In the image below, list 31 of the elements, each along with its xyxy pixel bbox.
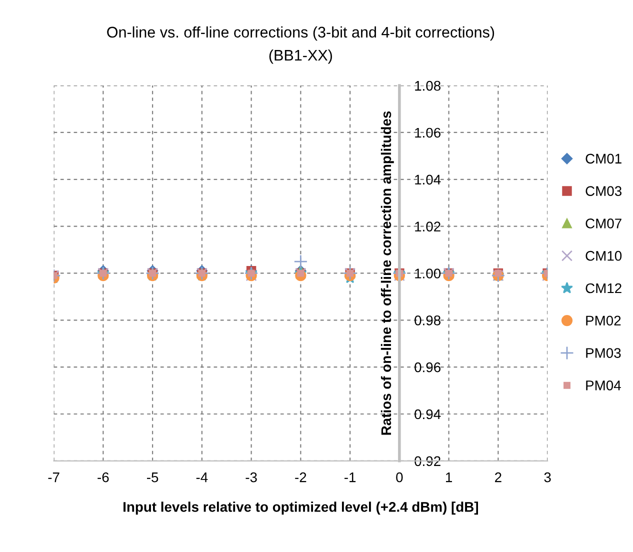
- y-tick-label: 1.02: [415, 222, 440, 232]
- x-tick-label: 0: [396, 472, 403, 482]
- legend-label: CM10: [586, 250, 622, 261]
- y-tick-label: 1.08: [415, 80, 440, 91]
- x-tick-label: 2: [495, 472, 502, 482]
- x-tick-label: -3: [246, 472, 257, 482]
- y-tick-label: 1.06: [415, 128, 440, 138]
- y-tick-label: 1.00: [415, 268, 441, 278]
- x-tick-label: -5: [146, 472, 158, 482]
- chart-title: On-line vs. off-line corrections (3-bit and 4-bit corrections): [107, 26, 494, 41]
- legend-label: CM12: [586, 283, 622, 294]
- x-axis-title: Input levels relative to optimized level (+2.4 dBm) [dB]: [124, 502, 478, 515]
- y-tick-label: 0.96: [414, 362, 440, 372]
- x-tick-label: -4: [196, 472, 208, 482]
- x-tick-label: -2: [295, 472, 306, 482]
- y-tick-label: 0.98: [414, 315, 440, 326]
- legend-label: CM07: [586, 218, 622, 228]
- y-tick-label: 0.94: [414, 409, 441, 420]
- chart-subtitle: (BB1-XX): [269, 49, 332, 64]
- legend-label: PM03: [586, 348, 621, 358]
- y-tick-label: 1.04: [415, 174, 441, 185]
- legend-label: CM03: [586, 186, 622, 196]
- legend-label: PM04: [586, 380, 621, 390]
- x-tick-label: 1: [446, 472, 452, 482]
- y-axis-title: Ratios of on-line to off-line correction amplitudes: [380, 111, 394, 435]
- x-tick-label: 3: [544, 472, 551, 482]
- x-tick-label: -7: [48, 472, 60, 482]
- legend-label: CM01: [586, 154, 622, 164]
- x-tick-label: -6: [98, 472, 109, 482]
- x-tick-label: -1: [344, 472, 356, 482]
- legend-label: PM02: [586, 316, 621, 326]
